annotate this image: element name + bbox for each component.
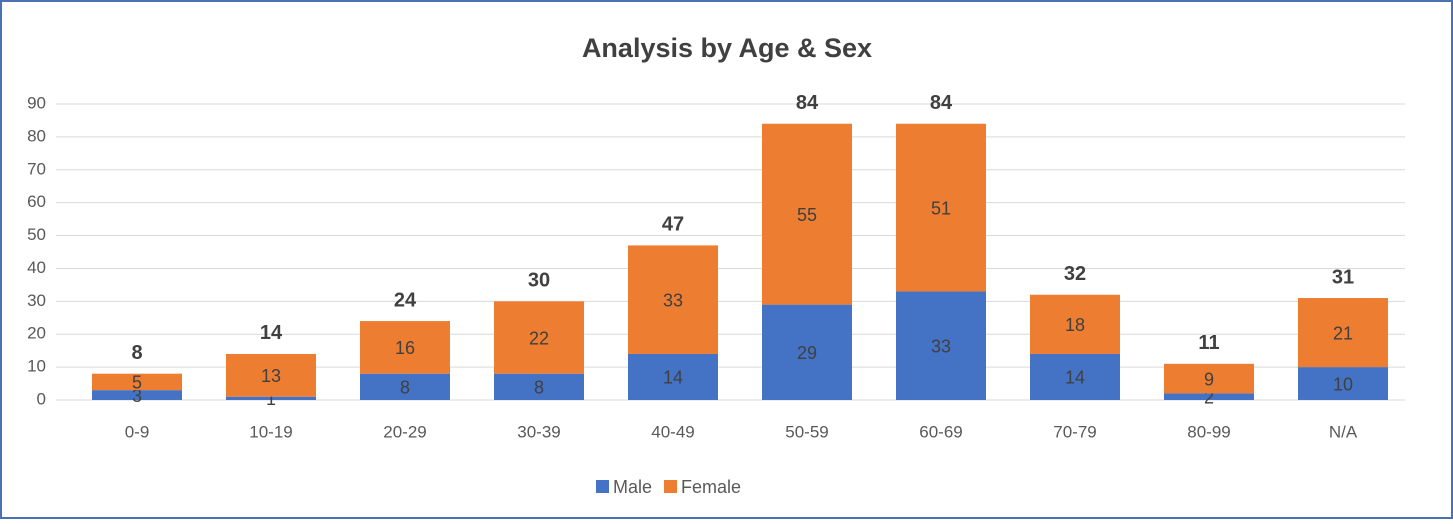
total-label: 31: [1332, 266, 1354, 288]
chart-title: Analysis by Age & Sex: [582, 33, 872, 63]
total-label: 84: [796, 92, 819, 114]
bar-segment: [1298, 367, 1388, 400]
data-label: 18: [1065, 315, 1085, 335]
data-label: 33: [931, 336, 951, 356]
data-label: 8: [534, 378, 544, 398]
legend-swatch: [596, 480, 609, 493]
bar-segment: [1164, 393, 1254, 400]
x-tick-label: 80-99: [1187, 422, 1230, 441]
data-label: 16: [395, 338, 415, 358]
bar-segment: [360, 321, 450, 374]
x-tick-label: 30-39: [517, 422, 560, 441]
bar-segment: [92, 390, 182, 400]
bar-segment: [494, 301, 584, 374]
data-label: 1: [266, 389, 276, 409]
bar-segment: [1298, 298, 1388, 368]
x-tick-label: 40-49: [651, 422, 694, 441]
data-label: 10: [1333, 374, 1353, 394]
data-label: 9: [1204, 369, 1214, 389]
y-tick-label: 60: [27, 192, 46, 211]
total-label: 24: [394, 289, 417, 311]
bar-segment: [628, 353, 718, 400]
bar-segment: [762, 123, 852, 305]
y-tick-label: 90: [27, 93, 46, 112]
bar-segment: [1030, 294, 1120, 354]
bar-segment: [1030, 353, 1120, 400]
y-tick-label: 30: [27, 291, 46, 310]
data-label: 51: [931, 198, 951, 218]
data-label: 29: [797, 343, 817, 363]
total-label: 30: [528, 270, 550, 292]
data-label: 55: [797, 205, 817, 225]
bar-segment: [896, 291, 986, 400]
y-tick-label: 40: [27, 258, 46, 277]
y-tick-label: 10: [27, 357, 46, 376]
legend-swatch: [664, 480, 678, 493]
total-label: 47: [662, 214, 684, 236]
x-tick-label: 60-69: [919, 422, 962, 441]
data-label: 5: [132, 373, 142, 393]
data-label: 3: [132, 386, 142, 406]
data-label: 13: [261, 366, 281, 386]
total-label: 84: [930, 92, 953, 114]
y-tick-label: 50: [27, 225, 46, 244]
x-tick-label: 50-59: [785, 422, 828, 441]
total-label: 11: [1198, 332, 1219, 354]
y-tick-label: 0: [37, 389, 46, 408]
bar-segment: [628, 245, 718, 354]
data-label: 22: [529, 328, 549, 348]
data-label: 2: [1204, 387, 1214, 407]
bar-segment: [226, 396, 316, 400]
legend-label: Male: [613, 477, 652, 497]
y-tick-label: 70: [27, 159, 46, 178]
data-label: 21: [1333, 323, 1353, 343]
x-tick-label: 10-19: [249, 422, 292, 441]
x-tick-label: 20-29: [383, 422, 426, 441]
y-tick-label: 80: [27, 126, 46, 145]
data-label: 14: [663, 368, 683, 388]
x-tick-label: 0-9: [125, 422, 150, 441]
data-label: 33: [663, 290, 683, 310]
y-tick-label: 20: [27, 324, 46, 343]
data-label: 14: [1065, 368, 1085, 388]
bar-segment: [494, 373, 584, 400]
x-tick-label: N/A: [1329, 422, 1358, 441]
bar-segment: [360, 373, 450, 400]
total-label: 8: [131, 342, 142, 364]
bar-segment: [762, 304, 852, 400]
bar-segment: [1164, 363, 1254, 394]
total-label: 32: [1064, 263, 1086, 285]
x-tick-label: 70-79: [1053, 422, 1096, 441]
bar-segment: [896, 123, 986, 292]
bar-segment: [92, 373, 182, 391]
total-label: 14: [260, 322, 283, 344]
data-label: 8: [400, 378, 410, 398]
bar-segment: [226, 353, 316, 397]
legend-label: Female: [681, 477, 741, 497]
